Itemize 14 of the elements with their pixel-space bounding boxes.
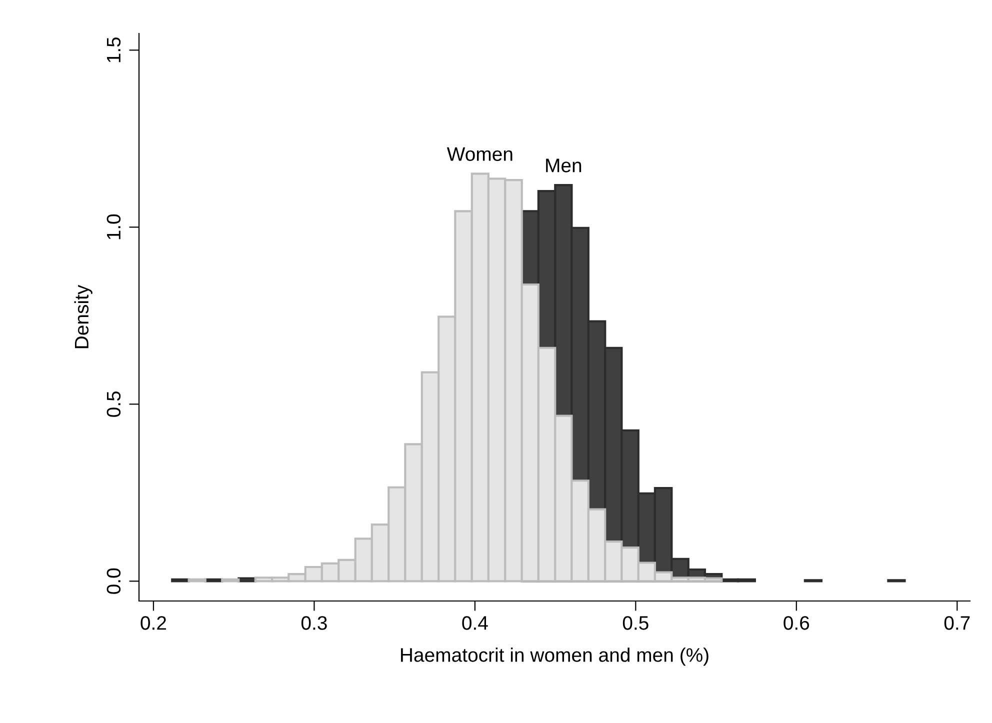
y-tick-label: 1.5 [107, 37, 121, 62]
x-tick-label: 0.4 [462, 616, 488, 630]
x-tick-label: 0.6 [784, 616, 810, 630]
x-tick-label: 0.2 [140, 616, 166, 630]
y-tick-label: 0.5 [106, 391, 121, 417]
x-tick-label: 0.3 [301, 616, 327, 630]
y-axis-title: Density [74, 284, 92, 348]
series-label: Men [546, 158, 582, 172]
x-tick-label: 0.5 [622, 616, 648, 630]
x-tick-label: 0.7 [944, 616, 970, 630]
x-axis-title: Haematocrit in women and men (%) [401, 648, 708, 666]
y-tick-label: 0.0 [106, 568, 121, 594]
y-tick-label: 1.0 [106, 214, 121, 240]
series-label: Women [446, 147, 512, 161]
